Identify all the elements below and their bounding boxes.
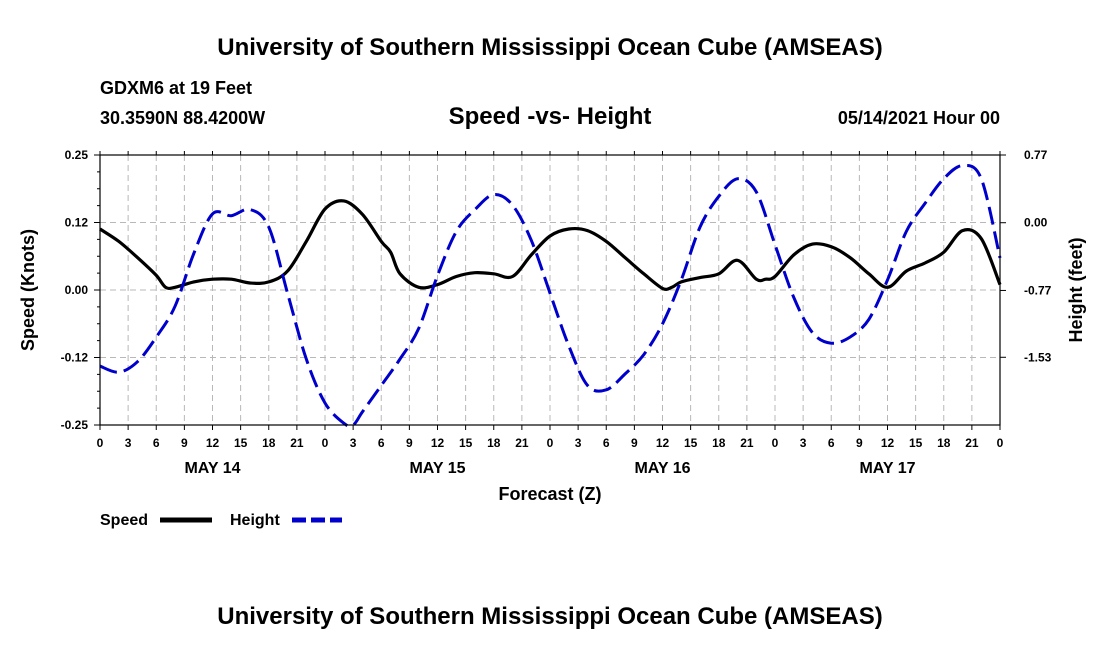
x-tick-label: 15 <box>909 436 923 450</box>
ticks: 0 3 6 9 12 15 18 21 0 3 6 9 12 15 18 21 0 3 6 9 12 15 18 21 0 3 6 9… <box>61 148 1052 477</box>
x-tick-label: 12 <box>206 436 220 450</box>
x-tick-label: 18 <box>712 436 726 450</box>
footer-title: University of Southern Mississippi Ocean… <box>217 603 882 630</box>
x-tick-label: 21 <box>515 436 529 450</box>
y-right-tick-label: 0.00 <box>1024 216 1048 230</box>
station-label: GDXM6 at 19 Feet <box>100 78 252 98</box>
x-tick-label: 9 <box>406 436 413 450</box>
x-tick-label: 12 <box>881 436 895 450</box>
day-label: MAY 15 <box>409 460 465 477</box>
x-tick-label: 0 <box>547 436 554 450</box>
y-left-tick-label: 0.25 <box>65 148 89 162</box>
main-title: University of Southern Mississippi Ocean… <box>217 34 882 61</box>
x-tick-label: 3 <box>125 436 132 450</box>
x-tick-label: 18 <box>487 436 501 450</box>
x-tick-label: 9 <box>181 436 188 450</box>
x-tick-label: 18 <box>937 436 951 450</box>
x-tick-label: 18 <box>262 436 276 450</box>
day-label: MAY 17 <box>859 460 915 477</box>
x-tick-label: 6 <box>828 436 835 450</box>
x-tick-label: 3 <box>800 436 807 450</box>
day-label: MAY 14 <box>184 460 240 477</box>
y-right-tick-label: -1.53 <box>1024 350 1052 364</box>
day-label: MAY 16 <box>634 460 690 477</box>
x-tick-label: 0 <box>772 436 779 450</box>
x-tick-label: 21 <box>740 436 754 450</box>
x-tick-label: 21 <box>290 436 304 450</box>
chart-title: Speed -vs- Height <box>449 103 652 130</box>
x-tick-label: 6 <box>603 436 610 450</box>
series-group <box>99 163 1002 428</box>
series-line-height <box>99 163 1002 428</box>
y-left-tick-label: -0.25 <box>61 418 89 432</box>
legend: Speed Height <box>100 512 342 529</box>
x-tick-label: 9 <box>631 436 638 450</box>
x-axis-label: Forecast (Z) <box>498 484 601 504</box>
x-tick-label: 12 <box>656 436 670 450</box>
x-tick-label: 6 <box>153 436 160 450</box>
series-line-speed <box>99 199 1002 291</box>
x-tick-label: 6 <box>378 436 385 450</box>
y-right-tick-label: -0.77 <box>1024 283 1052 297</box>
y-left-tick-label: 0.00 <box>65 283 89 297</box>
x-tick-label: 3 <box>575 436 582 450</box>
y-left-tick-label: -0.12 <box>61 351 89 365</box>
x-tick-label: 15 <box>234 436 248 450</box>
x-tick-label: 15 <box>684 436 698 450</box>
legend-height-label: Height <box>230 512 280 529</box>
x-tick-label: 21 <box>965 436 979 450</box>
x-tick-label: 15 <box>459 436 473 450</box>
coordinates-label: 30.3590N 88.4200W <box>100 108 265 128</box>
x-tick-label: 0 <box>97 436 104 450</box>
date-label: 05/14/2021 Hour 00 <box>838 108 1000 128</box>
x-tick-label: 12 <box>431 436 445 450</box>
y-right-tick-label: 0.77 <box>1024 148 1048 162</box>
y-left-tick-label: 0.12 <box>65 216 89 230</box>
x-tick-label: 3 <box>350 436 357 450</box>
grid <box>100 155 1000 425</box>
x-tick-label: 0 <box>997 436 1004 450</box>
x-tick-label: 9 <box>856 436 863 450</box>
legend-speed-label: Speed <box>100 512 148 529</box>
y-axis-left-label: Speed (Knots) <box>18 229 38 351</box>
x-tick-label: 0 <box>322 436 329 450</box>
y-axis-right-label: Height (feet) <box>1066 238 1086 343</box>
